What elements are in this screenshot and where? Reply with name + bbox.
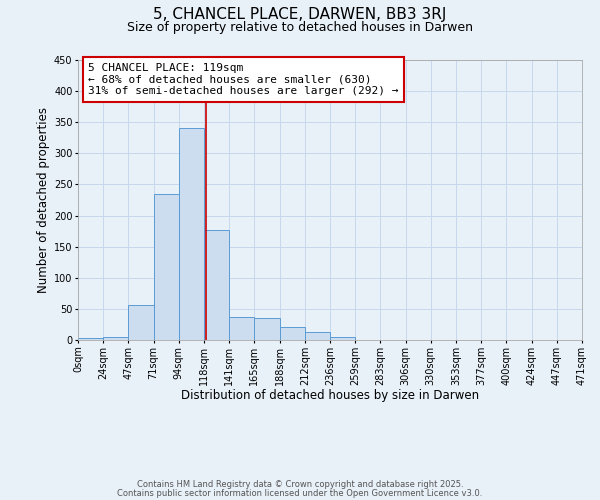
Bar — [78, 338, 103, 340]
Bar — [254, 318, 280, 340]
Text: 5 CHANCEL PLACE: 119sqm
← 68% of detached houses are smaller (630)
31% of semi-d: 5 CHANCEL PLACE: 119sqm ← 68% of detache… — [88, 63, 398, 96]
Bar — [103, 337, 128, 340]
Text: Size of property relative to detached houses in Darwen: Size of property relative to detached ho… — [127, 21, 473, 34]
Bar — [204, 230, 229, 340]
Text: Contains HM Land Registry data © Crown copyright and database right 2025.: Contains HM Land Registry data © Crown c… — [137, 480, 463, 489]
Bar — [280, 327, 305, 340]
Text: Contains public sector information licensed under the Open Government Licence v3: Contains public sector information licen… — [118, 488, 482, 498]
X-axis label: Distribution of detached houses by size in Darwen: Distribution of detached houses by size … — [181, 389, 479, 402]
Y-axis label: Number of detached properties: Number of detached properties — [37, 107, 50, 293]
Bar — [330, 337, 355, 340]
Bar — [154, 194, 179, 340]
Bar — [179, 128, 204, 340]
Bar — [128, 305, 154, 340]
Text: 5, CHANCEL PLACE, DARWEN, BB3 3RJ: 5, CHANCEL PLACE, DARWEN, BB3 3RJ — [154, 8, 446, 22]
Bar — [305, 332, 330, 340]
Bar — [229, 317, 254, 340]
